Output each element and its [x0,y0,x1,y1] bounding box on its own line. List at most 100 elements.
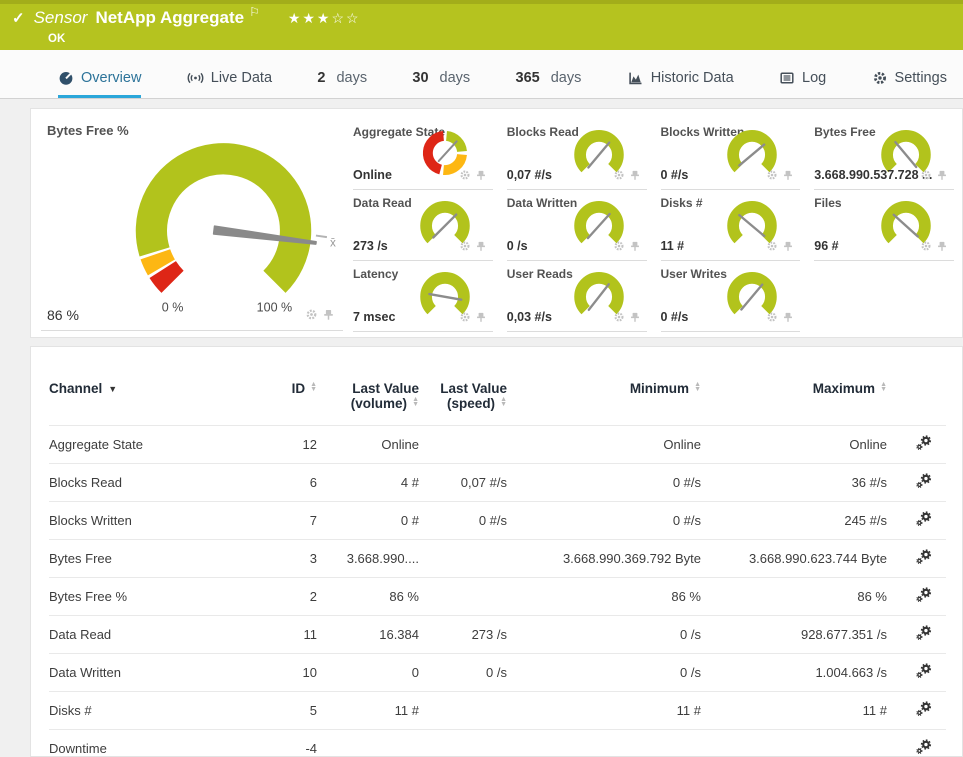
object-kind-label: Sensor [33,8,88,27]
pin-icon[interactable] [629,168,641,186]
tab-historic-data[interactable]: Historic Data [627,70,734,98]
sort-arrows-icon: ▲ ▼ [500,396,507,408]
channel-settings-gears-icon[interactable] [915,739,932,756]
mini-gauge-blocks-read: Blocks Read 0,07 #/s [506,119,647,190]
table-row[interactable]: Blocks Read 6 4 # 0,07 #/s 0 #/s 36 #/s [49,463,946,502]
table-row[interactable]: Data Written 10 0 0 /s 0 /s 1.004.663 /s [49,653,946,692]
sort-arrows-icon: ▲ ▼ [880,381,887,393]
gear-icon [872,70,888,86]
favorite-flag-icon[interactable]: ⚐ [249,5,260,19]
column-header-id[interactable]: ID ▲ ▼ [291,381,317,396]
pin-icon[interactable] [322,308,335,326]
mini-gauge-files: Files 96 # [814,190,954,261]
pin-icon[interactable] [936,168,948,186]
gear-icon[interactable] [766,168,778,186]
pin-icon[interactable] [475,168,487,186]
pin-icon[interactable] [629,310,641,328]
gear-icon[interactable] [920,168,932,186]
gauge-value: 86 % [47,307,79,323]
channel-settings-gears-icon[interactable] [915,701,932,720]
table-row[interactable]: Bytes Free 3 3.668.990.... 3.668.990.369… [49,539,946,578]
sensor-header: ✓ Sensor NetApp Aggregate ⚐ ★★★☆☆ OK [0,0,963,50]
priority-stars[interactable]: ★★★☆☆ [288,10,361,27]
gear-icon[interactable] [613,310,625,328]
pin-icon[interactable] [782,168,794,186]
gear-icon[interactable] [766,310,778,328]
pin-icon[interactable] [629,239,641,257]
gear-icon[interactable] [613,168,625,186]
channel-settings-gears-icon[interactable] [915,473,932,492]
channel-settings-gears-icon[interactable] [915,663,932,682]
gear-icon[interactable] [459,310,471,328]
mean-marker: x̄ [330,237,336,250]
channel-settings-gears-icon[interactable] [915,435,932,454]
sort-arrows-icon: ▲ ▼ [694,381,701,393]
channel-settings-gears-icon[interactable] [915,625,932,644]
mini-gauge-blocks-written: Blocks Written 0 #/s [660,119,801,190]
gauges-panel: Bytes Free % x̄ 0 % 100 % 86 % Aggregate… [30,108,963,338]
table-row[interactable]: Blocks Written 7 0 # 0 #/s 0 #/s 245 #/s [49,501,946,540]
status-badge: OK [48,33,66,45]
gauge-title: Bytes Free % [47,123,129,138]
channel-settings-gears-icon[interactable] [915,587,932,606]
broadcast-icon [187,70,204,86]
mini-gauges-grid: Aggregate State Online Blocks Read 0,07 … [353,119,954,337]
channels-table: Channel ▼ ID ▲ ▼ Last Value (volume) ▲ ▼ Last… [49,381,946,756]
channel-settings-gears-icon[interactable] [915,511,932,530]
log-icon [779,70,795,86]
pin-icon[interactable] [782,310,794,328]
mini-gauge-data-written: Data Written 0 /s [506,190,647,261]
pin-icon[interactable] [782,239,794,257]
gear-icon[interactable] [920,239,932,257]
tab-overview[interactable]: Overview [58,70,142,98]
column-header-channel[interactable]: Channel ▼ [49,381,118,396]
channel-settings-gears-icon[interactable] [915,549,932,568]
empty-tile [814,261,954,332]
tab-2-days[interactable]: 2 days [317,70,368,86]
column-header-maximum[interactable]: Maximum ▲ ▼ [812,381,887,396]
mini-gauge-aggregate-state: Aggregate State Online [353,119,493,190]
tab-365-days[interactable]: 365 days [515,70,582,86]
stars-empty-icon[interactable]: ☆☆ [331,9,361,26]
sort-arrows-icon: ▲ ▼ [310,381,317,393]
mini-gauge-data-read: Data Read 273 /s [353,190,493,261]
gear-icon[interactable] [305,308,318,326]
page-title: NetApp Aggregate [95,8,245,27]
gear-icon[interactable] [459,168,471,186]
tab-settings[interactable]: Settings [872,70,947,98]
gauge-max-label: 100 % [257,301,293,315]
gauge-needle [212,225,317,245]
tab-30-days[interactable]: 30 days [412,70,471,86]
table-row[interactable]: Data Read 11 16.384 273 /s 0 /s 928.677.… [49,615,946,654]
mini-gauge-user-writes: User Writes 0 #/s [660,261,801,332]
tab-live-data[interactable]: Live Data [187,70,272,98]
mini-gauge-latency: Latency 7 msec [353,261,493,332]
gear-icon[interactable] [766,239,778,257]
area-chart-icon [627,70,644,86]
pin-icon[interactable] [936,239,948,257]
mini-gauge-disks: Disks # 11 # [660,190,801,261]
table-row[interactable]: Bytes Free % 2 86 % 86 % 86 % [49,577,946,616]
primary-gauge-tile: Bytes Free % x̄ 0 % 100 % 86 % [41,119,343,331]
table-row[interactable]: Aggregate State 12 Online Online Online [49,425,946,464]
gauge-min-label: 0 % [162,301,184,315]
tab-log[interactable]: Log [779,70,826,98]
channels-table-panel: Channel ▼ ID ▲ ▼ Last Value (volume) ▲ ▼ Last… [30,346,963,757]
mini-gauge-bytes-free: Bytes Free 3.668.990.537.728 ... [814,119,954,190]
column-header-minimum[interactable]: Minimum ▲ ▼ [629,381,701,396]
sort-caret-icon: ▼ [108,384,118,394]
gear-icon[interactable] [613,239,625,257]
table-row[interactable]: Downtime -4 [49,729,946,756]
primary-gauge: x̄ 0 % 100 % [135,143,336,315]
column-header-last-speed[interactable]: Last Value (speed) ▲ ▼ [440,381,507,411]
column-header-last-volume[interactable]: Last Value (volume) ▲ ▼ [350,381,419,411]
pin-icon[interactable] [475,239,487,257]
pin-icon[interactable] [475,310,487,328]
gear-icon[interactable] [459,239,471,257]
tab-bar: Overview Live Data 2 days 30 days 365 days … [0,50,963,99]
segmented-donut-gauge [422,131,467,175]
table-row[interactable]: Disks # 5 11 # 11 # 11 # [49,691,946,730]
sort-arrows-icon: ▲ ▼ [412,396,419,408]
mini-gauge-user-reads: User Reads 0,03 #/s [506,261,647,332]
stars-filled-icon[interactable]: ★★★ [287,9,332,26]
